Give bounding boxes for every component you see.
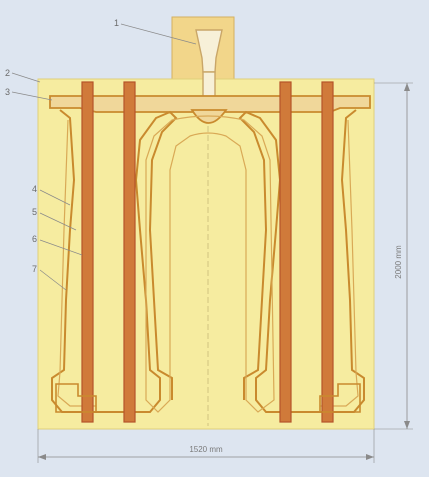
leader-7 xyxy=(39,269,67,291)
core-bar-left-inner xyxy=(123,81,136,423)
callout-5: 5 xyxy=(32,207,37,217)
core-bar-right-inner xyxy=(279,81,292,423)
leader-2 xyxy=(11,72,41,83)
bottom-flange-left xyxy=(55,383,97,413)
leader-6 xyxy=(39,239,83,256)
callout-3: 3 xyxy=(5,87,10,97)
mold-body xyxy=(37,78,375,430)
leader-1 xyxy=(120,23,197,45)
leader-3 xyxy=(11,91,53,101)
callout-4: 4 xyxy=(32,184,37,194)
width-arrow-right xyxy=(366,454,374,460)
height-arrow-bottom xyxy=(404,421,410,429)
leader-5 xyxy=(39,212,77,231)
leader-4 xyxy=(39,189,71,206)
callout-1: 1 xyxy=(114,18,119,28)
width-arrow-left xyxy=(38,454,46,460)
height-arrow-top xyxy=(404,83,410,91)
callout-2: 2 xyxy=(5,68,10,78)
bottom-flange-right xyxy=(319,383,361,413)
width-dimension-label: 1520 mm xyxy=(189,445,223,454)
central-pattern xyxy=(145,115,275,413)
callout-6: 6 xyxy=(32,234,37,244)
right-cavity xyxy=(238,109,365,413)
core-bar-right-outer xyxy=(321,81,334,423)
core-bar-left-outer xyxy=(81,81,94,423)
height-dimension-label: 2000 mm xyxy=(394,245,403,279)
callout-7: 7 xyxy=(32,264,37,274)
